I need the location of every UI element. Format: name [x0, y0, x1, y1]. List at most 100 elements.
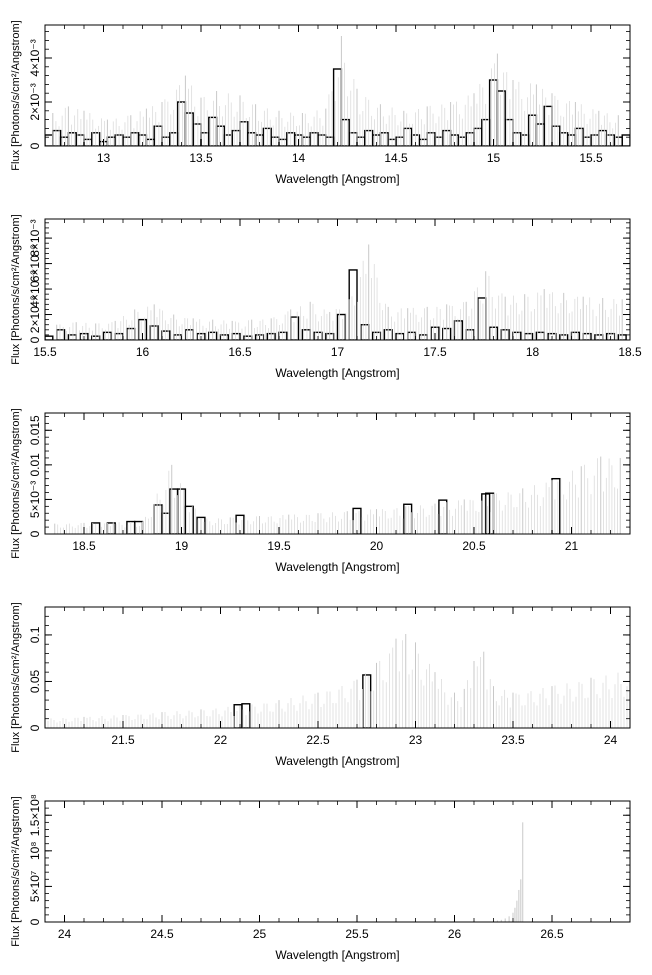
errorbar-series: [56, 244, 623, 340]
histogram-bin: [45, 335, 54, 340]
y-tick-label: 2×10⁻³: [28, 83, 42, 120]
panel-5: 24 24.5 25 25.5 26 26.5 0 5×10⁷ 10⁸ 1.5×10⁸ Wavele…: [0, 776, 652, 970]
histogram-bin: [233, 704, 243, 728]
x-tick-label: 22.5: [306, 733, 330, 747]
x-tick-label: 23.5: [501, 733, 525, 747]
chart-4: 21.5 22 22.5 23 23.5 24 0 0.05 0.1 Wavelength [An…: [10, 602, 631, 768]
x-tick-label: 25.5: [345, 927, 369, 941]
histogram-bin: [598, 129, 608, 146]
plot-frame: [44, 800, 631, 923]
x-tick-label: 14: [292, 151, 306, 165]
histogram-bin: [313, 331, 323, 340]
histogram-bin: [169, 488, 179, 534]
histogram-bin: [106, 136, 116, 146]
histogram-bin: [362, 674, 372, 728]
chart-1: 13 13.5 14 14.5 15 15.5 0 2×10⁻³ 4×10⁻³ Wavelengt…: [10, 20, 631, 186]
histogram-bin: [465, 329, 475, 340]
x-tick-label: 22: [214, 733, 228, 747]
x-tick-label: 19.5: [267, 539, 291, 553]
histogram-bin: [348, 269, 358, 340]
panel-1: 13 13.5 14 14.5 15 15.5 0 2×10⁻³ 4×10⁻³ Wavelengt…: [0, 0, 652, 194]
y-tick-label: 5×10⁻³: [28, 481, 42, 518]
histogram-bin: [590, 134, 600, 146]
histogram-bin: [317, 134, 327, 146]
histogram-bin: [395, 332, 405, 340]
x-tick-label: 15.5: [33, 345, 57, 359]
panel-2: 15.5 16 16.5 17 17.5 18 18.5 0 2×10⁻³ 4×10⁻³ 6×10⁻…: [0, 194, 652, 388]
histogram-bin: [512, 132, 522, 146]
x-tick-label: 13.5: [189, 151, 213, 165]
histogram-bin: [133, 520, 144, 534]
x-axis-label: Wavelength [Angstrom]: [275, 172, 399, 186]
x-tick-label: 19: [175, 539, 189, 553]
plot-area: [493, 822, 524, 922]
x-tick-label: 24: [604, 733, 618, 747]
plot-area: [45, 633, 630, 728]
x-tick-label: 23: [409, 733, 423, 747]
x-tick-label: 24.5: [150, 927, 174, 941]
y-tick-label: 1.5×10⁸: [28, 794, 42, 836]
histogram-bin: [176, 101, 187, 146]
histogram-series: [91, 477, 561, 534]
histogram-bin: [184, 329, 194, 340]
x-tick-label: 17: [331, 345, 345, 359]
x-tick-label: 17.5: [423, 345, 447, 359]
chart-2: 15.5 16 16.5 17 17.5 18 18.5 0 2×10⁻³4×10⁻³6×10⁻…: [10, 214, 642, 380]
histogram-bin: [278, 331, 288, 340]
histogram-bin: [83, 138, 93, 146]
histogram-bin: [122, 136, 132, 146]
plot-frame: [44, 412, 631, 535]
y-axis-label: Flux [Photons/s/cm²/Angstrom]: [10, 214, 22, 364]
y-axis-label: Flux [Photons/s/cm²/Angstrom]: [10, 20, 22, 170]
x-tick-label: 15: [487, 151, 501, 165]
histogram-bin: [301, 136, 311, 146]
x-axis-label: Wavelength [Angstrom]: [275, 754, 399, 768]
panel-4: 21.5 22 22.5 23 23.5 24 0 0.05 0.1 Wavelength [An…: [0, 582, 652, 776]
histogram-bin: [621, 134, 630, 146]
y-tick-label: 0: [28, 724, 42, 731]
y-tick-label: 4×10⁻³: [28, 39, 42, 76]
histogram-bin: [574, 127, 584, 146]
histogram-bin: [270, 136, 280, 146]
y-tick-label: 0.015: [28, 415, 42, 445]
histogram-bin: [91, 522, 101, 534]
y-tick-label: 0.05: [28, 669, 42, 693]
histogram-bin: [403, 127, 413, 146]
histogram-bin: [102, 331, 112, 340]
y-axis-label: Flux [Photons/s/cm²/Angstrom]: [10, 408, 22, 558]
y-axis-label: Flux [Photons/s/cm²/Angstrom]: [10, 796, 22, 946]
histogram-bin: [241, 703, 251, 728]
plot-area: [54, 456, 621, 534]
y-tick-label: 6×10⁻³: [28, 245, 42, 282]
histogram-bin: [407, 331, 417, 340]
histogram-bin: [360, 324, 370, 340]
y-tick-label: 10⁸: [28, 842, 42, 860]
y-tick-label: 2×10⁻³: [28, 296, 42, 333]
y-tick-label: 5×10⁷: [28, 871, 42, 902]
histogram-bin: [418, 334, 428, 340]
y-tick-label: 8×10⁻³: [28, 219, 42, 256]
y-tick-label: 0: [28, 336, 42, 343]
x-tick-label: 13: [97, 151, 111, 165]
histogram-bin: [551, 125, 561, 146]
x-tick-label: 15.5: [579, 151, 603, 165]
x-tick-label: 21: [565, 539, 579, 553]
x-axis-label: Wavelength [Angstrom]: [275, 948, 399, 962]
histogram-bin: [453, 320, 463, 340]
x-tick-label: 25: [253, 927, 267, 941]
y-tick-label: 0.01: [28, 453, 42, 477]
x-tick-label: 16: [136, 345, 150, 359]
x-tick-label: 16.5: [228, 345, 252, 359]
errorbar-series: [54, 456, 621, 534]
x-tick-label: 18.5: [618, 345, 642, 359]
histogram-bin: [114, 332, 124, 340]
histogram-bin: [45, 134, 54, 146]
histogram-bin: [196, 516, 206, 534]
x-tick-label: 20: [370, 539, 384, 553]
histogram-bin: [379, 132, 389, 146]
histogram-bin: [184, 505, 194, 534]
histogram-bin: [442, 129, 452, 146]
errorbar-series: [45, 633, 630, 728]
x-tick-label: 20.5: [462, 539, 486, 553]
histogram-bin: [231, 129, 241, 146]
